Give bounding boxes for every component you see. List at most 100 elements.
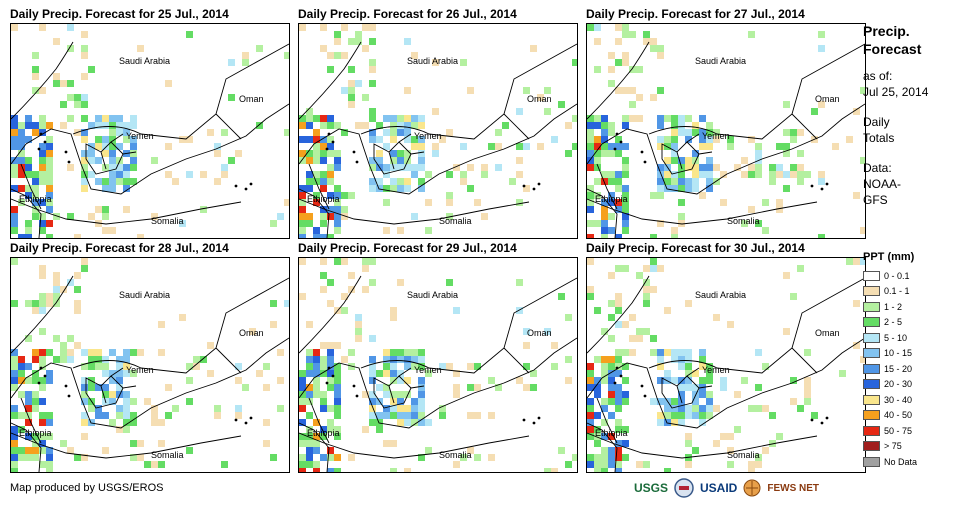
boundary-line: [791, 347, 818, 374]
forecast-cell: [123, 356, 130, 363]
forecast-cell: [418, 143, 425, 150]
forecast-cell: [692, 398, 699, 405]
forecast-cell: [516, 143, 523, 150]
forecast-cell: [727, 136, 734, 143]
forecast-cell: [25, 227, 32, 234]
forecast-cell: [608, 384, 615, 391]
legend-info: Precip. Forecast as of: Jul 25, 2014 Dai…: [863, 22, 963, 208]
forecast-cell: [376, 150, 383, 157]
forecast-cell: [299, 468, 306, 472]
forecast-cell: [411, 419, 418, 426]
forecast-cell: [25, 363, 32, 370]
forecast-cell: [811, 108, 818, 115]
forecast-cell: [32, 122, 39, 129]
forecast-cell: [306, 440, 313, 447]
forecast-cell: [692, 405, 699, 412]
daily-totals-line2: Totals: [863, 131, 895, 145]
forecast-cell: [327, 171, 334, 178]
forecast-cell: [214, 178, 221, 185]
forecast-cell: [418, 185, 425, 192]
forecast-cell: [411, 412, 418, 419]
forecast-cell: [95, 412, 102, 419]
forecast-cell: [383, 227, 390, 234]
forecast-cell: [355, 328, 362, 335]
forecast-cell: [313, 391, 320, 398]
forecast-cell: [263, 363, 270, 370]
forecast-cell: [109, 143, 116, 150]
forecast-cell: [32, 73, 39, 80]
forecast-cell: [32, 192, 39, 199]
forecast-cell: [594, 192, 601, 199]
forecast-cell: [130, 115, 137, 122]
boundary-line: [85, 141, 124, 175]
forecast-cell: [594, 412, 601, 419]
forecast-cell: [495, 384, 502, 391]
forecast-cell: [594, 24, 601, 31]
forecast-cell: [622, 265, 629, 272]
forecast-cell: [692, 178, 699, 185]
ppt-swatch: [863, 410, 880, 421]
forecast-cell: [11, 227, 18, 234]
forecast-cell: [369, 185, 376, 192]
forecast-cell: [594, 164, 601, 171]
forecast-cell: [516, 279, 523, 286]
forecast-cell: [130, 412, 137, 419]
boundary-line: [299, 41, 362, 120]
forecast-cell: [397, 227, 404, 234]
forecast-cell: [481, 164, 488, 171]
forecast-cell: [783, 129, 790, 136]
forecast-cell: [390, 440, 397, 447]
island-mark: [327, 132, 331, 136]
forecast-cell: [348, 286, 355, 293]
forecast-cell: [67, 94, 74, 101]
boundary-line: [20, 397, 42, 444]
forecast-cell: [671, 405, 678, 412]
forecast-cell: [299, 377, 306, 384]
forecast-cell: [53, 272, 60, 279]
forecast-cell: [53, 286, 60, 293]
forecast-cell: [81, 419, 88, 426]
daily-totals-line1: Daily: [863, 115, 890, 129]
forecast-cell: [657, 419, 664, 426]
forecast-cell: [165, 143, 172, 150]
forecast-cell: [741, 157, 748, 164]
forecast-cell: [18, 370, 25, 377]
forecast-cell: [411, 52, 418, 59]
forecast-cell: [53, 279, 60, 286]
boundary-line: [503, 113, 530, 140]
island-mark: [67, 160, 71, 164]
forecast-cell: [615, 321, 622, 328]
forecast-cell: [615, 171, 622, 178]
forecast-cell: [32, 398, 39, 405]
forecast-cell: [186, 31, 193, 38]
forecast-cell: [741, 171, 748, 178]
forecast-cell: [313, 440, 320, 447]
forecast-cell: [425, 419, 432, 426]
forecast-cell: [383, 185, 390, 192]
forecast-cell: [320, 234, 327, 238]
forecast-cell: [467, 363, 474, 370]
forecast-cell: [601, 447, 608, 454]
forecast-cell: [81, 384, 88, 391]
forecast-cell: [418, 391, 425, 398]
forecast-cell: [60, 286, 67, 293]
forecast-cell: [334, 384, 341, 391]
forecast-cell: [453, 384, 460, 391]
forecast-cell: [404, 405, 411, 412]
forecast-cell: [327, 384, 334, 391]
forecast-cell: [263, 419, 270, 426]
forecast-cell: [608, 171, 615, 178]
forecast-cell: [109, 349, 116, 356]
forecast-cell: [39, 307, 46, 314]
country-label: Saudi Arabia: [407, 56, 458, 66]
forecast-cell: [411, 405, 418, 412]
forecast-cell: [418, 356, 425, 363]
forecast-cell: [214, 412, 221, 419]
forecast-cell: [67, 335, 74, 342]
forecast-cell: [109, 171, 116, 178]
forecast-cell: [11, 171, 18, 178]
forecast-cell: [383, 115, 390, 122]
forecast-cell: [74, 300, 81, 307]
forecast-cell: [685, 129, 692, 136]
forecast-cell: [572, 143, 577, 150]
